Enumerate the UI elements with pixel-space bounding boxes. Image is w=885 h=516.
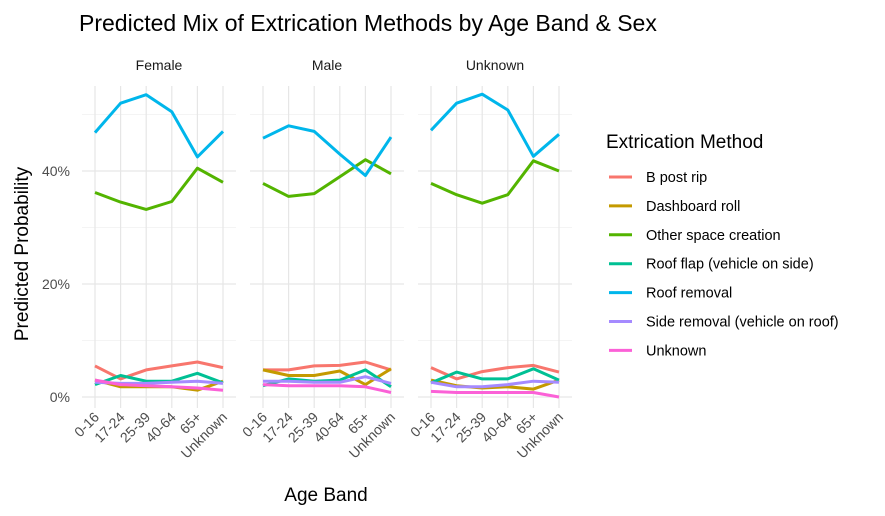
series-line-female-other-space-creation xyxy=(94,166,224,211)
y-tick-label: 40% xyxy=(42,163,70,179)
legend-title: Extrication Method xyxy=(606,132,763,153)
series-line-unknown-roof-flap-vehicle-on-side xyxy=(430,367,560,385)
y-axis-title: Predicted Probability xyxy=(12,166,33,341)
series-line-unknown-roof-removal xyxy=(429,92,560,158)
series-line-female-unknown xyxy=(94,378,224,392)
facet-label-unknown: Unknown xyxy=(466,57,524,73)
legend-label-b-post-rip: B post rip xyxy=(646,170,707,186)
y-tick-label: 20% xyxy=(42,276,70,292)
series-line-unknown-other-space-creation xyxy=(430,159,560,205)
series-line-male-dashboard-roll xyxy=(262,367,392,387)
series-line-male-unknown xyxy=(262,383,392,394)
legend: Extrication Method B post rip Dashboard r… xyxy=(606,132,839,359)
facet-label-male: Male xyxy=(312,57,343,73)
series-line-female-roof-flap-vehicle-on-side xyxy=(94,371,224,387)
facet-label-female: Female xyxy=(136,57,183,73)
y-tick-label: 0% xyxy=(50,389,70,405)
grid-layer xyxy=(82,86,572,408)
legend-label-roof-flap-vehicle-on-side: Roof flap (vehicle on side) xyxy=(646,257,814,273)
facet-label-layer: Female Male Unknown xyxy=(136,57,525,73)
legend-label-other-space-creation: Other space creation xyxy=(646,228,781,244)
legend-label-side-removal-vehicle-on-roof: Side removal (vehicle on roof) xyxy=(646,315,839,331)
series-line-unknown-unknown xyxy=(430,389,560,399)
series-line-unknown-b-post-rip xyxy=(430,363,560,381)
x-tick-label: 40-64 xyxy=(478,409,515,446)
series-line-unknown-side-removal-vehicle-on-roof xyxy=(430,379,560,389)
legend-label-roof-removal: Roof removal xyxy=(646,286,732,302)
x-axis-title: Age Band xyxy=(284,485,367,506)
series-line-male-other-space-creation xyxy=(262,158,392,198)
chart-title: Predicted Mix of Extrication Methods by … xyxy=(79,10,657,36)
legend-label-unknown: Unknown xyxy=(646,343,706,359)
y-axis: 0% 20% 40% xyxy=(42,163,70,405)
series-line-male-roof-removal xyxy=(262,124,393,177)
x-tick-label: 40-64 xyxy=(142,409,179,446)
x-tick-label: 40-64 xyxy=(310,409,347,446)
series-line-male-b-post-rip xyxy=(263,360,392,372)
legend-label-dashboard-roll: Dashboard roll xyxy=(646,199,740,215)
series-line-male-side-removal-vehicle-on-roof xyxy=(263,375,392,385)
series-layer xyxy=(93,92,560,399)
series-line-female-roof-removal xyxy=(93,93,225,159)
